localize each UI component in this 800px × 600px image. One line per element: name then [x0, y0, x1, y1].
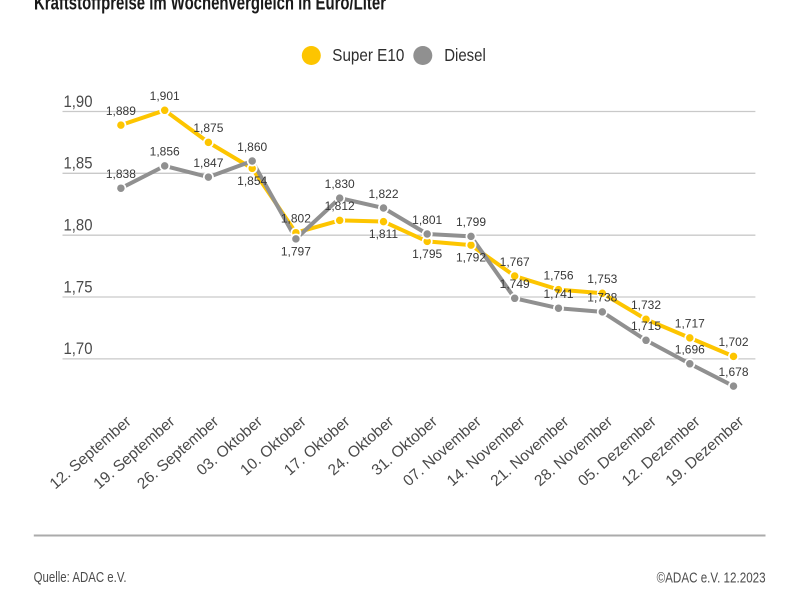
svg-text:1,802: 1,802	[281, 212, 311, 226]
svg-text:1,801: 1,801	[412, 213, 442, 227]
svg-text:1,741: 1,741	[543, 287, 573, 301]
svg-text:1,812: 1,812	[325, 199, 355, 213]
svg-text:1,749: 1,749	[500, 277, 530, 291]
svg-text:1,854: 1,854	[237, 174, 267, 188]
svg-text:1,830: 1,830	[325, 177, 355, 191]
svg-text:1,889: 1,889	[106, 104, 136, 118]
svg-text:1,875: 1,875	[193, 121, 223, 135]
svg-text:1,797: 1,797	[281, 244, 311, 258]
svg-text:1,90: 1,90	[64, 93, 93, 111]
svg-text:1,85: 1,85	[64, 155, 93, 173]
svg-text:1,70: 1,70	[64, 340, 93, 358]
svg-text:1,80: 1,80	[64, 217, 93, 235]
svg-text:1,860: 1,860	[237, 140, 267, 154]
svg-text:1,696: 1,696	[675, 343, 705, 357]
svg-text:Kraftstoffpreise im Wochenverg: Kraftstoffpreise im Wochenvergleich in E…	[34, 0, 386, 15]
svg-text:1,756: 1,756	[543, 268, 573, 282]
svg-text:1,811: 1,811	[369, 227, 398, 241]
svg-text:1,767: 1,767	[500, 255, 530, 269]
svg-text:1,822: 1,822	[368, 187, 398, 201]
svg-text:1,753: 1,753	[587, 272, 617, 286]
svg-text:1,838: 1,838	[106, 167, 136, 181]
svg-text:1,795: 1,795	[412, 247, 442, 261]
svg-text:1,738: 1,738	[587, 291, 617, 305]
svg-text:1,847: 1,847	[193, 156, 223, 170]
svg-text:Quelle: ADAC e.V.: Quelle: ADAC e.V.	[34, 570, 127, 586]
svg-text:1,75: 1,75	[64, 278, 93, 296]
svg-text:1,715: 1,715	[631, 319, 661, 333]
svg-text:1,702: 1,702	[718, 335, 748, 349]
svg-text:1,678: 1,678	[718, 365, 748, 379]
svg-text:1,732: 1,732	[631, 298, 661, 312]
svg-text:1,717: 1,717	[675, 317, 705, 331]
svg-text:1,901: 1,901	[150, 89, 180, 103]
svg-text:Diesel: Diesel	[444, 45, 486, 65]
svg-text:1,799: 1,799	[456, 215, 486, 229]
svg-text:©ADAC e.V. 12.2023: ©ADAC e.V. 12.2023	[657, 570, 766, 586]
svg-text:1,856: 1,856	[150, 145, 180, 159]
svg-text:1,792: 1,792	[456, 251, 486, 265]
svg-text:Super E10: Super E10	[332, 45, 404, 65]
